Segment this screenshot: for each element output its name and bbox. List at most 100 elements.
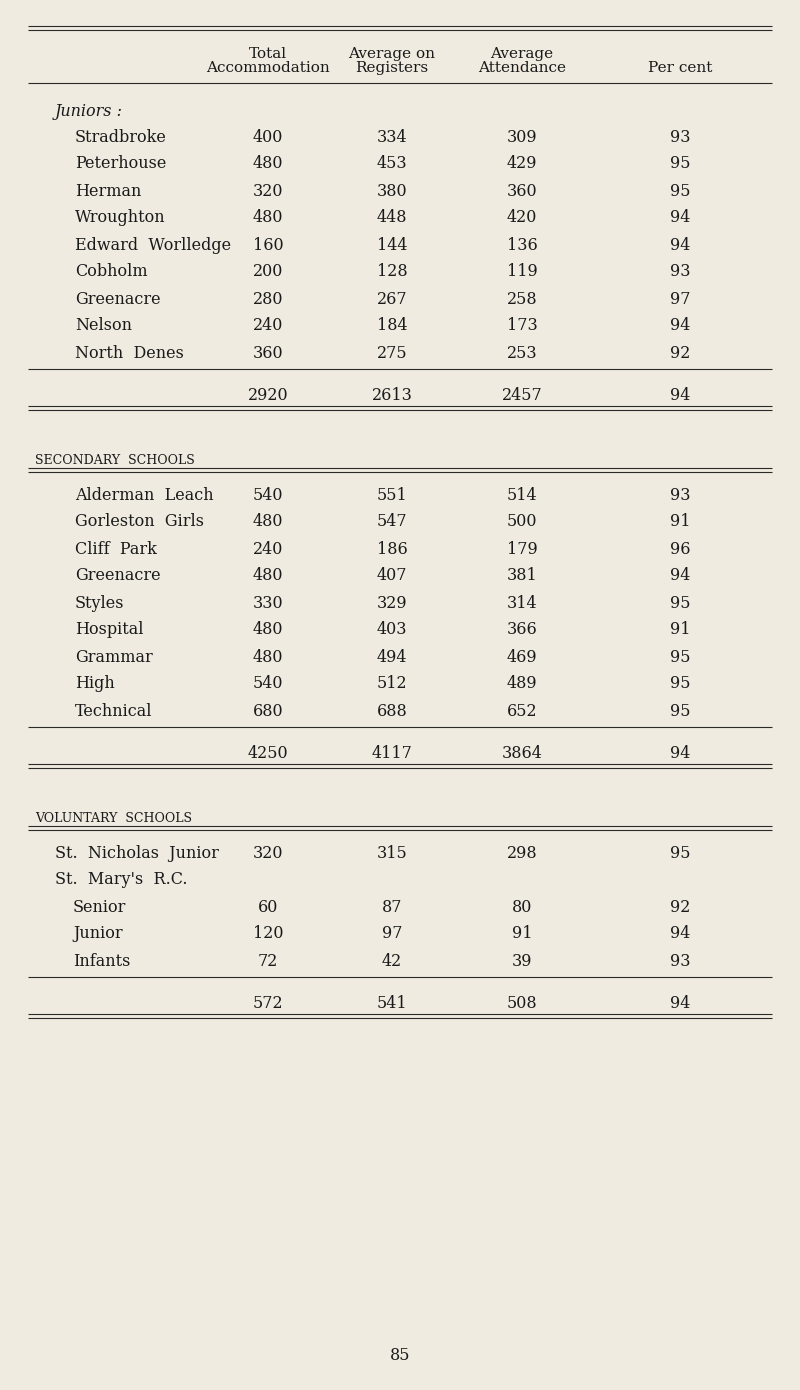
Text: 95: 95: [670, 182, 690, 200]
Text: VOLUNTARY  SCHOOLS: VOLUNTARY SCHOOLS: [35, 812, 192, 824]
Text: 160: 160: [253, 236, 283, 253]
Text: 186: 186: [377, 541, 407, 557]
Text: 42: 42: [382, 952, 402, 969]
Text: Total: Total: [249, 47, 287, 61]
Text: 97: 97: [670, 291, 690, 307]
Text: Stradbroke: Stradbroke: [75, 128, 167, 146]
Text: 320: 320: [253, 845, 283, 862]
Text: 93: 93: [670, 128, 690, 146]
Text: North  Denes: North Denes: [75, 345, 184, 361]
Text: 275: 275: [377, 345, 407, 361]
Text: 280: 280: [253, 291, 283, 307]
Text: 94: 94: [670, 745, 690, 763]
Text: Juniors :: Juniors :: [55, 103, 123, 120]
Text: 95: 95: [670, 156, 690, 172]
Text: St.  Nicholas  Junior: St. Nicholas Junior: [55, 845, 219, 862]
Text: 420: 420: [507, 210, 537, 227]
Text: 94: 94: [670, 317, 690, 335]
Text: Herman: Herman: [75, 182, 142, 200]
Text: SECONDARY  SCHOOLS: SECONDARY SCHOOLS: [35, 453, 194, 467]
Text: 60: 60: [258, 898, 278, 916]
Text: 97: 97: [382, 926, 402, 942]
Text: 94: 94: [670, 995, 690, 1012]
Text: 309: 309: [506, 128, 538, 146]
Text: 320: 320: [253, 182, 283, 200]
Text: Attendance: Attendance: [478, 61, 566, 75]
Text: 3864: 3864: [502, 745, 542, 763]
Text: 540: 540: [253, 676, 283, 692]
Text: Infants: Infants: [73, 952, 130, 969]
Text: 541: 541: [377, 995, 407, 1012]
Text: Styles: Styles: [75, 595, 125, 612]
Text: Per cent: Per cent: [648, 61, 712, 75]
Text: 480: 480: [253, 649, 283, 666]
Text: 480: 480: [253, 210, 283, 227]
Text: Cobholm: Cobholm: [75, 264, 148, 281]
Text: 94: 94: [670, 236, 690, 253]
Text: 95: 95: [670, 845, 690, 862]
Text: 92: 92: [670, 898, 690, 916]
Text: 329: 329: [377, 595, 407, 612]
Text: 2457: 2457: [502, 388, 542, 404]
Text: 680: 680: [253, 702, 283, 720]
Text: High: High: [75, 676, 114, 692]
Text: 298: 298: [506, 845, 538, 862]
Text: 267: 267: [377, 291, 407, 307]
Text: 144: 144: [377, 236, 407, 253]
Text: Technical: Technical: [75, 702, 153, 720]
Text: 512: 512: [377, 676, 407, 692]
Text: 330: 330: [253, 595, 283, 612]
Text: 334: 334: [377, 128, 407, 146]
Text: 184: 184: [377, 317, 407, 335]
Text: 480: 480: [253, 156, 283, 172]
Text: Alderman  Leach: Alderman Leach: [75, 486, 214, 503]
Text: 2920: 2920: [248, 388, 288, 404]
Text: Peterhouse: Peterhouse: [75, 156, 166, 172]
Text: 94: 94: [670, 210, 690, 227]
Text: Average: Average: [490, 47, 554, 61]
Text: 480: 480: [253, 567, 283, 585]
Text: 80: 80: [512, 898, 532, 916]
Text: 96: 96: [670, 541, 690, 557]
Text: 4250: 4250: [248, 745, 288, 763]
Text: 366: 366: [506, 621, 538, 638]
Text: 94: 94: [670, 567, 690, 585]
Text: Edward  Worlledge: Edward Worlledge: [75, 236, 231, 253]
Text: Grammar: Grammar: [75, 649, 153, 666]
Text: 360: 360: [253, 345, 283, 361]
Text: 91: 91: [670, 513, 690, 531]
Text: 480: 480: [253, 513, 283, 531]
Text: Wroughton: Wroughton: [75, 210, 166, 227]
Text: 4117: 4117: [371, 745, 413, 763]
Text: 500: 500: [506, 513, 538, 531]
Text: 489: 489: [506, 676, 538, 692]
Text: 91: 91: [670, 621, 690, 638]
Text: 469: 469: [506, 649, 538, 666]
Text: 551: 551: [377, 486, 407, 503]
Text: 200: 200: [253, 264, 283, 281]
Text: 315: 315: [377, 845, 407, 862]
Text: 94: 94: [670, 388, 690, 404]
Text: 572: 572: [253, 995, 283, 1012]
Text: 95: 95: [670, 702, 690, 720]
Text: 119: 119: [506, 264, 538, 281]
Text: Nelson: Nelson: [75, 317, 132, 335]
Text: 240: 240: [253, 317, 283, 335]
Text: Greenacre: Greenacre: [75, 291, 161, 307]
Text: Senior: Senior: [73, 898, 126, 916]
Text: Cliff  Park: Cliff Park: [75, 541, 157, 557]
Text: 494: 494: [377, 649, 407, 666]
Text: 92: 92: [670, 345, 690, 361]
Text: 253: 253: [506, 345, 538, 361]
Text: 514: 514: [506, 486, 538, 503]
Text: 128: 128: [377, 264, 407, 281]
Text: 652: 652: [506, 702, 538, 720]
Text: 480: 480: [253, 621, 283, 638]
Text: 453: 453: [377, 156, 407, 172]
Text: 547: 547: [377, 513, 407, 531]
Text: 429: 429: [506, 156, 538, 172]
Text: 95: 95: [670, 676, 690, 692]
Text: Gorleston  Girls: Gorleston Girls: [75, 513, 204, 531]
Text: 72: 72: [258, 952, 278, 969]
Text: 381: 381: [506, 567, 538, 585]
